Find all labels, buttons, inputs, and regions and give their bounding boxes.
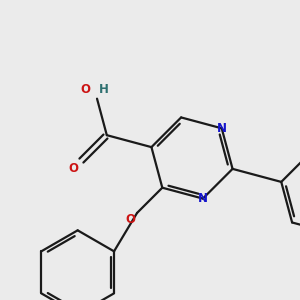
Text: O: O [126,213,136,226]
Text: N: N [217,122,227,135]
Text: H: H [99,83,109,97]
Text: N: N [198,192,208,205]
Text: O: O [81,83,91,97]
Text: O: O [68,163,78,176]
